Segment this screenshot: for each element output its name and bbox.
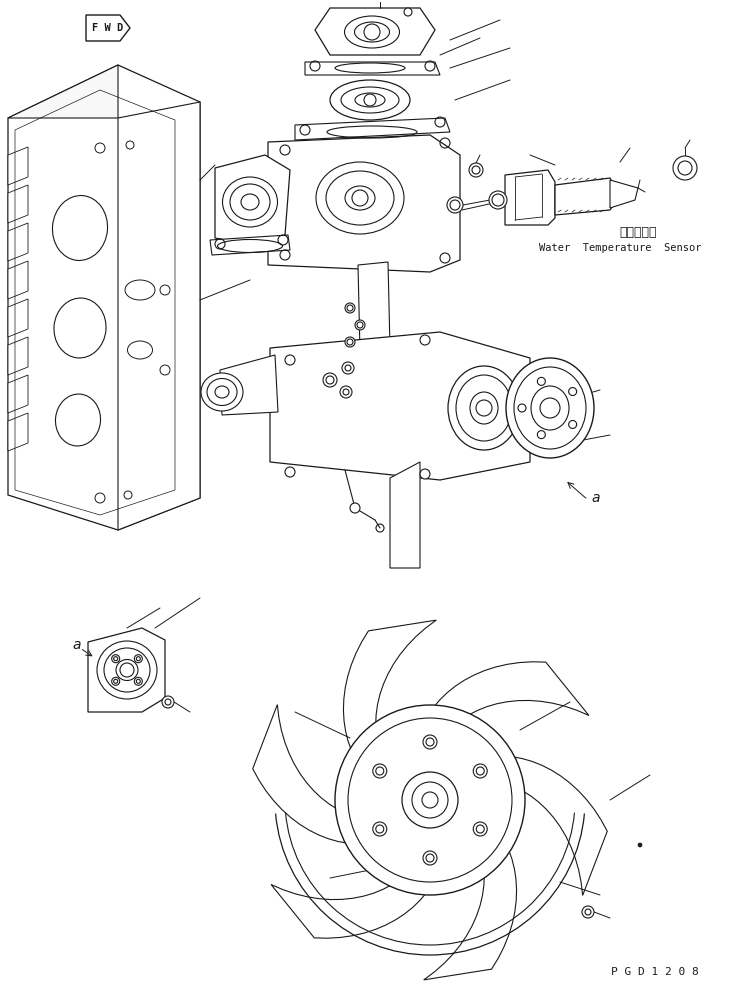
Circle shape [447,197,463,213]
Circle shape [423,851,437,865]
Circle shape [420,469,430,479]
Circle shape [285,467,295,477]
Circle shape [372,822,386,836]
Circle shape [537,378,545,386]
Polygon shape [8,261,28,299]
Text: a: a [591,491,599,505]
Circle shape [355,320,365,330]
Polygon shape [86,15,130,41]
Circle shape [540,398,560,418]
Circle shape [402,772,458,828]
Circle shape [518,404,526,412]
Polygon shape [220,355,278,415]
Circle shape [473,822,487,836]
Polygon shape [423,803,517,980]
Polygon shape [271,827,444,939]
Polygon shape [8,147,28,185]
Ellipse shape [222,177,278,227]
Circle shape [342,362,354,374]
Circle shape [120,663,134,677]
Circle shape [422,792,438,808]
Polygon shape [8,223,28,261]
Circle shape [134,655,143,663]
Circle shape [568,420,576,428]
Circle shape [323,373,337,387]
Circle shape [162,696,174,708]
Circle shape [340,386,352,398]
Polygon shape [610,180,638,208]
Ellipse shape [448,366,520,450]
Circle shape [673,156,697,180]
Circle shape [404,8,412,16]
Polygon shape [358,262,390,352]
Circle shape [420,335,430,345]
Polygon shape [390,462,420,568]
Ellipse shape [97,641,157,699]
Polygon shape [447,756,607,895]
Circle shape [473,764,487,778]
Polygon shape [118,102,200,530]
Text: Water  Temperature  Sensor: Water Temperature Sensor [539,243,701,253]
Circle shape [345,303,355,313]
Circle shape [372,764,386,778]
Polygon shape [88,628,165,712]
Ellipse shape [201,373,243,411]
Ellipse shape [344,16,400,48]
Ellipse shape [316,162,404,234]
Circle shape [112,655,120,663]
Polygon shape [8,413,28,451]
Polygon shape [270,332,530,480]
Circle shape [423,735,437,749]
Polygon shape [215,155,290,248]
Polygon shape [315,8,435,55]
Polygon shape [210,235,290,255]
Circle shape [489,191,507,209]
Circle shape [112,677,120,685]
Text: F W D: F W D [92,23,123,33]
Polygon shape [268,135,460,272]
Polygon shape [505,170,555,225]
Circle shape [638,843,642,847]
Circle shape [350,503,360,513]
Polygon shape [8,337,28,375]
Polygon shape [8,375,28,413]
Polygon shape [416,662,589,772]
Circle shape [285,355,295,365]
Ellipse shape [330,80,410,120]
Polygon shape [555,178,620,215]
Polygon shape [344,620,436,797]
Text: a: a [72,638,81,652]
Circle shape [582,906,594,918]
Polygon shape [253,704,413,844]
Circle shape [345,337,355,347]
Ellipse shape [506,358,594,458]
Circle shape [469,163,483,177]
Text: P G D 1 2 0 8: P G D 1 2 0 8 [611,967,699,977]
Circle shape [537,430,545,439]
Text: 水温センサ: 水温センサ [619,225,657,238]
Polygon shape [8,299,28,337]
Circle shape [476,400,492,416]
Polygon shape [8,65,200,530]
Circle shape [364,24,380,40]
Polygon shape [305,62,440,75]
Polygon shape [8,185,28,223]
Circle shape [568,388,576,396]
Polygon shape [295,118,450,140]
Circle shape [335,705,525,895]
Circle shape [134,677,143,685]
Polygon shape [8,65,118,118]
